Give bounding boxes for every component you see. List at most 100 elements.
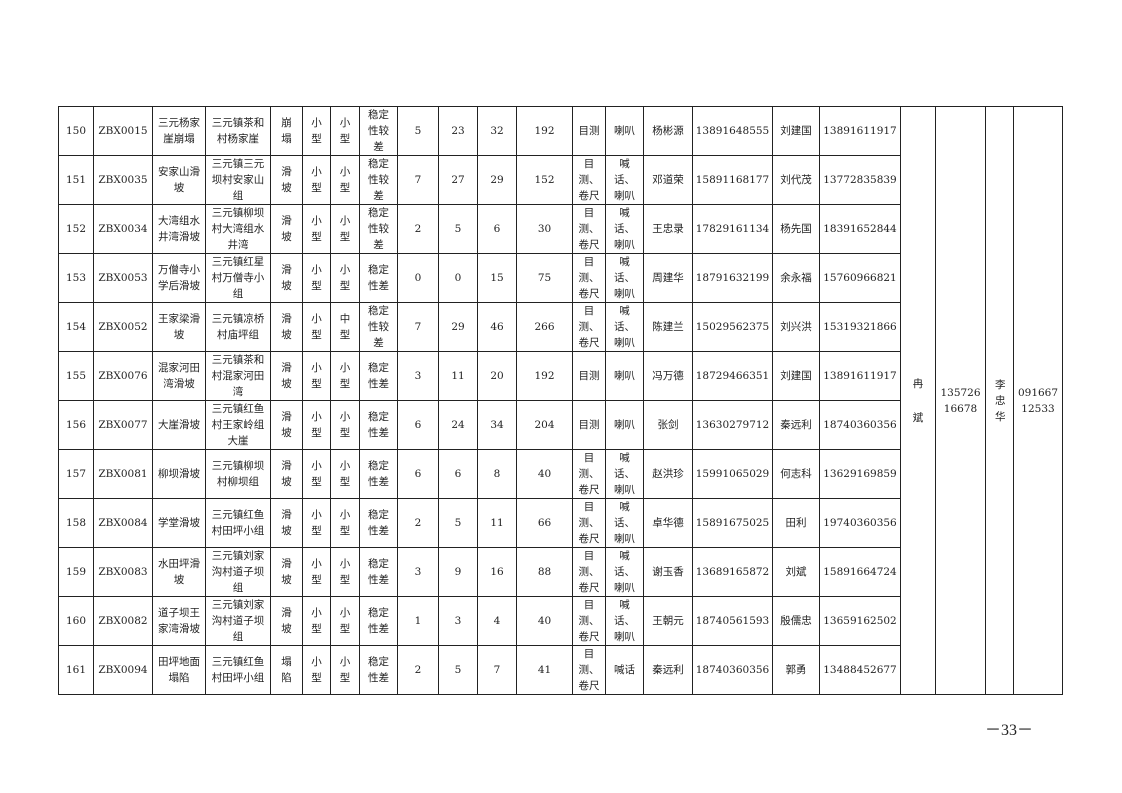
hazard-id: ZBX0083 xyxy=(93,547,153,597)
warning-method: 喊话、喇叭 xyxy=(605,547,644,597)
hazard-name: 万僧寺小学后滑坡 xyxy=(152,253,206,303)
warning-method: 喊话、喇叭 xyxy=(605,253,644,303)
row-number: 158 xyxy=(58,498,94,548)
row-number: 150 xyxy=(58,106,94,156)
threatened-count: 4 xyxy=(477,596,517,646)
people: 24 xyxy=(438,400,478,450)
monitor-phone: 18729466351 xyxy=(692,351,773,401)
table-row: 161 ZBX0094 田坪地面塌陷 三元镇红鱼村田坪小组 塌陷 小型 小型 稳定性差 2 5 7 4… xyxy=(58,645,1063,695)
location: 三元镇红鱼村田坪小组 xyxy=(205,498,271,548)
monitoring-method: 目测、卷尺 xyxy=(572,253,606,303)
households: 3 xyxy=(397,351,439,401)
warning-method: 喊话、喇叭 xyxy=(605,204,644,254)
location: 三元镇柳坝村柳坝组 xyxy=(205,449,271,499)
stability: 稳定性较差 xyxy=(359,155,398,205)
scale-level: 中型 xyxy=(330,302,360,352)
row-number: 157 xyxy=(58,449,94,499)
people: 6 xyxy=(438,449,478,499)
location: 三元镇三元坝村安家山组 xyxy=(205,155,271,205)
hazard-name: 大湾组水井湾滑坡 xyxy=(152,204,206,254)
monitor-phone: 15991065029 xyxy=(692,449,773,499)
stability: 稳定性差 xyxy=(359,498,398,548)
hazard-id: ZBX0052 xyxy=(93,302,153,352)
households: 6 xyxy=(397,400,439,450)
row-number: 160 xyxy=(58,596,94,646)
table-row: 157 ZBX0081 柳坝滑坡 三元镇柳坝村柳坝组 滑坡 小型 小型 稳定性差 6 6 8 40 目测… xyxy=(58,449,1063,499)
households: 3 xyxy=(397,547,439,597)
scale-level: 小型 xyxy=(330,547,360,597)
households: 2 xyxy=(397,204,439,254)
warning-method: 喊话 xyxy=(605,645,644,695)
responsible-person: 刘建国 xyxy=(772,351,820,401)
hazard-name: 水田坪滑坡 xyxy=(152,547,206,597)
hazard-table: 150 ZBX0015 三元杨家崖崩塌 三元镇茶和村杨家崖 崩塌 小型 小型 稳定性较差 5 23… xyxy=(58,106,1063,695)
table-row: 155 ZBX0076 混家河田湾滑坡 三元镇茶和村混家河田湾 滑坡 小型 小型 稳定性差 3 1… xyxy=(58,351,1063,401)
monitor-phone: 13689165872 xyxy=(692,547,773,597)
county-leader-phone: 09166712533 xyxy=(1013,106,1063,695)
warning-method: 喇叭 xyxy=(605,351,644,401)
households: 6 xyxy=(397,449,439,499)
threatened-count: 20 xyxy=(477,351,517,401)
scale-level: 小型 xyxy=(330,351,360,401)
monitor-phone: 18740360356 xyxy=(692,645,773,695)
people: 9 xyxy=(438,547,478,597)
responsible-phone: 13891611917 xyxy=(819,106,901,156)
scale-level: 小型 xyxy=(330,449,360,499)
property: 88 xyxy=(516,547,573,597)
monitor-person: 王朝元 xyxy=(643,596,693,646)
responsible-phone: 18740360356 xyxy=(819,400,901,450)
warning-method: 喊话、喇叭 xyxy=(605,596,644,646)
hazard-id: ZBX0053 xyxy=(93,253,153,303)
hazard-id: ZBX0094 xyxy=(93,645,153,695)
hazard-name: 田坪地面塌陷 xyxy=(152,645,206,695)
threatened-count: 34 xyxy=(477,400,517,450)
responsible-phone: 13488452677 xyxy=(819,645,901,695)
hazard-name: 学堂滑坡 xyxy=(152,498,206,548)
hazard-type: 滑坡 xyxy=(270,498,303,548)
scale-level: 小型 xyxy=(330,155,360,205)
people: 11 xyxy=(438,351,478,401)
monitor-person: 邓道荣 xyxy=(643,155,693,205)
hazard-type: 滑坡 xyxy=(270,596,303,646)
scale-level: 小型 xyxy=(330,645,360,695)
threatened-count: 32 xyxy=(477,106,517,156)
people: 27 xyxy=(438,155,478,205)
monitoring-method: 目测、卷尺 xyxy=(572,645,606,695)
scale-level: 小型 xyxy=(330,596,360,646)
hazard-type: 滑坡 xyxy=(270,155,303,205)
monitor-person: 冯万德 xyxy=(643,351,693,401)
table-row: 156 ZBX0077 大崖滑坡 三元镇红鱼村王家岭组大崖 滑坡 小型 小型 稳定性差 6 24 3… xyxy=(58,400,1063,450)
threatened-count: 6 xyxy=(477,204,517,254)
property: 41 xyxy=(516,645,573,695)
scale: 小型 xyxy=(302,400,331,450)
scale: 小型 xyxy=(302,302,331,352)
property: 40 xyxy=(516,596,573,646)
hazard-name: 王家梁滑坡 xyxy=(152,302,206,352)
location: 三元镇凉桥村庙坪组 xyxy=(205,302,271,352)
households: 2 xyxy=(397,498,439,548)
property: 75 xyxy=(516,253,573,303)
monitor-phone: 15891168177 xyxy=(692,155,773,205)
responsible-phone: 13659162502 xyxy=(819,596,901,646)
warning-method: 喊话、喇叭 xyxy=(605,302,644,352)
hazard-name: 道子坝王家湾滑坡 xyxy=(152,596,206,646)
row-number: 159 xyxy=(58,547,94,597)
responsible-phone: 15319321866 xyxy=(819,302,901,352)
stability: 稳定性差 xyxy=(359,547,398,597)
row-number: 154 xyxy=(58,302,94,352)
hazard-type: 滑坡 xyxy=(270,449,303,499)
hazard-type: 滑坡 xyxy=(270,302,303,352)
hazard-type: 塌陷 xyxy=(270,645,303,695)
hazard-id: ZBX0034 xyxy=(93,204,153,254)
threatened-count: 16 xyxy=(477,547,517,597)
hazard-id: ZBX0015 xyxy=(93,106,153,156)
responsible-person: 何志科 xyxy=(772,449,820,499)
threatened-count: 29 xyxy=(477,155,517,205)
scale: 小型 xyxy=(302,155,331,205)
households: 0 xyxy=(397,253,439,303)
responsible-phone: 13891611917 xyxy=(819,351,901,401)
monitoring-method: 目测、卷尺 xyxy=(572,596,606,646)
monitoring-method: 目测 xyxy=(572,106,606,156)
property: 204 xyxy=(516,400,573,450)
property: 266 xyxy=(516,302,573,352)
